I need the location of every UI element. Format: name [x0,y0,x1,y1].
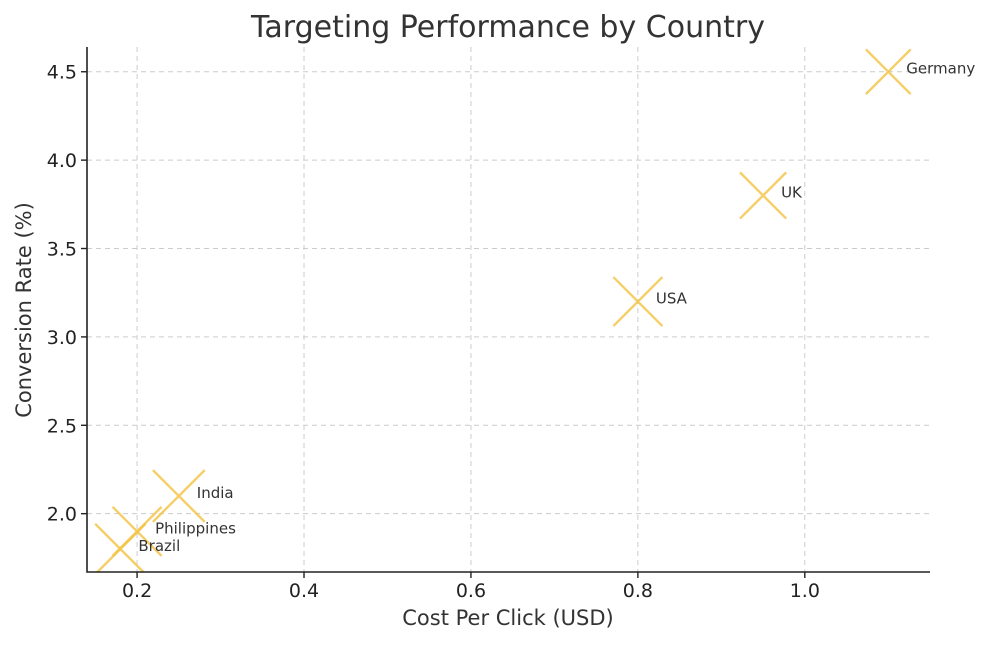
grid [87,47,930,572]
x-tick-label: 1.0 [790,580,820,602]
x-tick-label: 0.2 [122,580,152,602]
x-marker-stroke [739,171,788,220]
y-tick-label: 2.5 [47,415,77,437]
x-marker-stroke [612,276,664,327]
data-point-usa [612,276,664,327]
point-label-germany: Germany [906,60,975,78]
x-marker-stroke [865,48,912,95]
y-tick-label: 2.0 [47,504,77,526]
y-axis-ticks: 2.0 2.5 3.0 3.5 4.0 4.5 [47,62,87,526]
data-point-uk [739,171,788,220]
x-tick-label: 0.6 [456,580,486,602]
x-marker-stroke [152,469,206,523]
point-label-usa: USA [656,290,688,308]
point-label-india: India [197,484,234,502]
x-tick-label: 0.4 [289,580,319,602]
x-marker-stroke [95,522,147,572]
y-tick-label: 3.0 [47,327,77,349]
data-point-germany [865,48,912,95]
point-label-philippines: Philippines [155,519,236,537]
y-tick-label: 4.0 [47,150,77,172]
point-label-brazil: Brazil [138,537,180,555]
data-point-india [152,469,206,523]
chart-title: Targeting Performance by Country [250,10,765,45]
axes [86,47,930,573]
data-point-brazil [94,522,147,572]
point-label-uk: UK [781,183,803,201]
y-tick-label: 3.5 [47,239,77,261]
x-axis-ticks: 0.2 0.4 0.6 0.8 1.0 [122,572,820,602]
y-axis-label: Conversion Rate (%) [12,202,36,418]
y-tick-label: 4.5 [47,62,77,84]
x-tick-label: 0.8 [623,580,653,602]
axes-frame [86,47,930,573]
marker-layer [94,48,912,572]
x-axis-label: Cost Per Click (USD) [402,606,613,630]
